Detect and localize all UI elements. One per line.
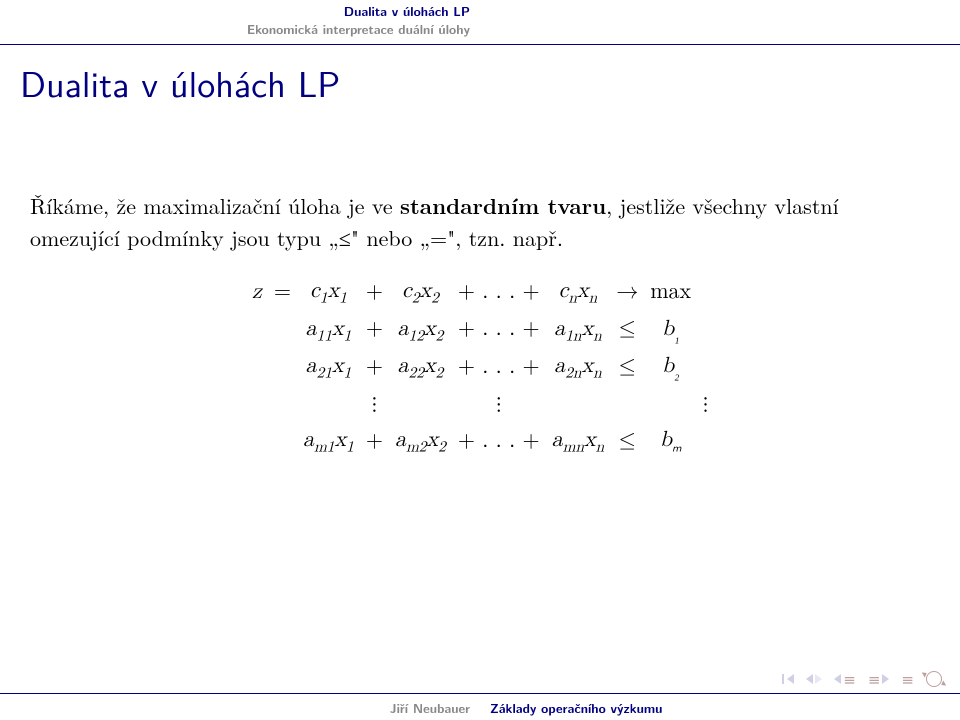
equation-row: a11x1+a12x2+ . . . +a1nxn≤b₁ bbox=[246, 312, 714, 350]
nav-outline-icon[interactable]: ≡ bbox=[901, 668, 914, 690]
nav-first[interactable] bbox=[781, 674, 794, 684]
nav-controls: ≡ ≡ ≡ bbox=[781, 668, 942, 690]
intro-paragraph: Říkáme, že maximalizační úloha je ve sta… bbox=[30, 190, 930, 254]
nav-prev[interactable]: ≡ bbox=[834, 668, 856, 690]
header: Dualita v úlohách LP Ekonomická interpre… bbox=[0, 0, 960, 48]
nav-next[interactable]: ≡ bbox=[868, 668, 890, 690]
nav-prev-section[interactable] bbox=[806, 674, 822, 684]
para-pre: Říkáme, že maximalizační úloha je ve bbox=[30, 190, 400, 221]
header-rule bbox=[0, 44, 960, 45]
body-text: Říkáme, že maximalizační úloha je ve sta… bbox=[30, 190, 930, 461]
nav-reload-icon[interactable] bbox=[926, 671, 942, 687]
footer-course: Základy operačního výzkumu bbox=[488, 698, 960, 717]
header-topic: Dualita v úlohách LP bbox=[0, 2, 960, 20]
equation-row: z=c1x1+c2x2+ . . . +cnxn→max bbox=[246, 274, 714, 312]
para-bold: standardním tvaru bbox=[400, 190, 606, 221]
slide: Dualita v úlohách LP Ekonomická interpre… bbox=[0, 0, 960, 720]
page-title: Dualita v úlohách LP bbox=[20, 56, 340, 109]
equation-row: a21x1+a22x2+ . . . +a2nxn≤b₂ bbox=[246, 349, 714, 387]
footer: Jiří Neubauer Základy operačního výzkumu bbox=[0, 693, 960, 720]
equation-row: ⋮⋮⋮ bbox=[246, 387, 714, 423]
equation-row: am1x1+am2x2+ . . . +amnxn≤bₘ bbox=[246, 423, 714, 461]
equation-block: z=c1x1+c2x2+ . . . +cnxn→maxa11x1+a12x2+… bbox=[30, 274, 930, 461]
equation-table: z=c1x1+c2x2+ . . . +cnxn→maxa11x1+a12x2+… bbox=[246, 274, 714, 461]
header-subtopic: Ekonomická interpretace duální úlohy bbox=[0, 20, 960, 38]
footer-author: Jiří Neubauer bbox=[0, 698, 488, 717]
